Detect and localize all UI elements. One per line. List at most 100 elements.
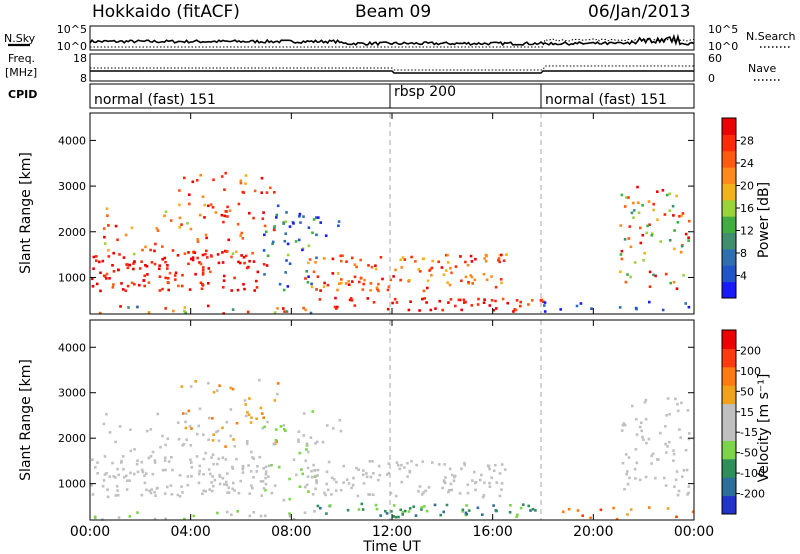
echo-cell [543,304,546,307]
echo-cell [180,284,184,288]
echo-cell [239,479,242,483]
echo-cell [181,412,185,415]
echo-cell [207,267,211,270]
echo-cell [497,258,500,262]
echo-cell [495,481,499,484]
echo-cell [212,178,215,182]
echo-cell [218,473,221,477]
echo-cell [207,438,210,442]
echo-cell [445,503,449,507]
echo-cell [619,270,622,273]
echo-cell [264,476,267,480]
echo-cell [676,409,680,413]
echo-cell [248,259,251,263]
echo-cell [470,275,474,279]
echo-cell [105,412,108,416]
echo-cell [479,478,482,482]
echo-cell [212,390,216,394]
echo-cell [112,270,116,273]
echo-cell [369,289,372,292]
echo-cell [668,239,672,242]
echo-cell [401,511,405,514]
echo-cell [252,260,256,263]
echo-cell [462,298,466,302]
echo-cell [188,288,192,291]
echo-cell [471,479,474,482]
echo-cell [252,216,255,220]
echo-cell [259,406,263,410]
echo-cell [186,222,189,225]
echo-cell [226,491,229,494]
echo-cell [153,459,157,462]
echo-cell [403,509,407,513]
echo-cell [488,304,492,307]
echo-cell [221,251,224,254]
echo-cell [350,256,354,260]
echo-cell [163,214,166,218]
colorbar-tick-label: 4 [740,270,747,283]
cpid-segment-2: rbsp 200 [394,84,456,100]
echo-cell [196,240,200,243]
echo-cell [460,279,463,283]
echo-cell [351,280,354,283]
echo-cell [488,481,491,485]
echo-cell [244,403,247,406]
echo-cell [249,421,253,424]
power-yaxis: 1000 2000 3000 4000 [58,134,694,284]
echo-cell [663,476,666,480]
velocity-ylabel: Slant Range [km] [18,359,34,481]
echo-cell [317,216,320,219]
echo-cell [346,508,350,512]
echo-cell [115,485,119,488]
echo-cell [189,385,193,388]
echo-cell [298,451,302,455]
echo-cell [284,429,287,433]
echo-cell [253,289,256,292]
echo-cell [250,450,253,454]
echo-cell [633,261,637,264]
echo-cell [624,280,628,284]
echo-cell [129,449,133,453]
echo-cell [285,259,288,262]
echo-cell [213,478,217,482]
echo-cell [114,224,118,228]
echo-cell [490,275,493,278]
echo-cell [101,259,105,263]
echo-cell [323,491,326,495]
echo-cell [386,307,390,311]
echo-cell [298,485,302,488]
echo-cell [255,286,259,289]
echo-cell [158,275,162,278]
echo-cell [333,305,337,309]
echo-cell [460,308,463,312]
echo-cell [264,470,268,473]
echo-cell [512,310,515,313]
echo-cell [387,462,391,465]
echo-cell [350,486,353,490]
echo-cell [369,475,373,479]
echo-cell [500,253,503,257]
echo-cell [335,480,338,484]
echo-cell [158,267,161,271]
echo-cell [623,238,627,241]
echo-cell [236,288,240,292]
echo-cell [196,238,199,241]
echo-cell [197,481,201,485]
cpid-segment-3: normal (fast) 151 [545,92,667,108]
echo-cell [111,264,114,267]
echo-cell [112,251,115,255]
echo-cell [407,308,411,312]
echo-cell [91,277,94,281]
colorbar-swatch [722,422,736,441]
echo-cell [193,251,197,254]
echo-cell [305,442,309,446]
echo-cell [101,484,105,488]
ytick-label: 2000 [58,432,86,445]
echo-cell [285,211,288,214]
echo-cell [648,223,651,226]
echo-cell [153,517,157,521]
velocity-panel: 1000 2000 3000 4000 Slant Range [km] 200 100… [18,319,772,521]
echo-cell [307,450,310,454]
date-title: 06/Jan/2013 [588,2,691,22]
echo-cell [222,312,225,315]
